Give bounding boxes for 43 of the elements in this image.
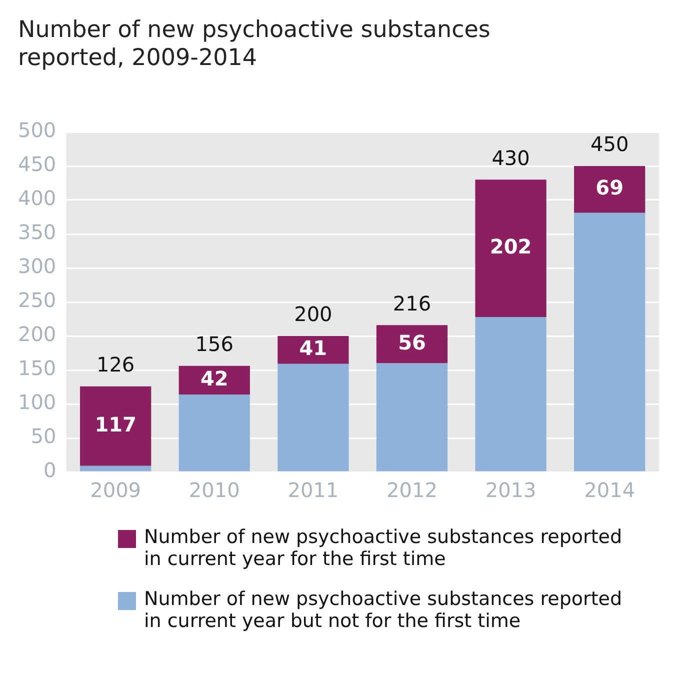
total-label: 126 <box>96 352 135 377</box>
y-tick-label: 500 <box>18 118 56 142</box>
bar <box>475 316 546 472</box>
bar <box>475 180 546 317</box>
y-tick-label: 350 <box>18 220 56 244</box>
bar <box>574 212 646 472</box>
y-tick-label: 100 <box>18 390 56 414</box>
total-label: 430 <box>492 146 530 170</box>
total-label: 200 <box>294 302 332 326</box>
data-label: 117 <box>94 412 136 436</box>
legend-label: Number of new psychoactive substances reported in current year for the first time <box>144 526 624 570</box>
data-label: 56 <box>398 330 426 354</box>
x-tick-label: 2010 <box>188 478 240 502</box>
bar <box>178 394 250 472</box>
data-label: 202 <box>490 234 532 258</box>
total-label: 216 <box>392 291 432 316</box>
y-tick-label: 300 <box>18 254 56 278</box>
x-tick-label: 2013 <box>485 478 536 502</box>
y-tick-label: 150 <box>18 356 56 380</box>
data-label: 69 <box>596 176 624 200</box>
bar <box>376 325 448 364</box>
bar <box>80 466 152 472</box>
x-tick-label: 2014 <box>584 478 636 502</box>
bar <box>376 363 448 472</box>
bar <box>574 166 646 213</box>
chart-title: Number of new psychoactive substances reported, 2009-2014 <box>17 16 492 72</box>
bar <box>278 336 349 364</box>
bar <box>80 386 152 466</box>
x-tick-label: 2012 <box>386 478 438 502</box>
data-label: 42 <box>200 366 228 390</box>
y-tick-label: 200 <box>18 322 56 346</box>
y-tick-label: 50 <box>30 424 56 448</box>
x-tick-label: 2011 <box>288 478 339 502</box>
bar <box>278 364 349 472</box>
y-tick-label: 450 <box>18 152 56 176</box>
y-tick-label: 400 <box>18 186 56 210</box>
x-tick-label: 2009 <box>90 478 142 502</box>
total-label: 450 <box>590 132 629 156</box>
y-tick-label: 0 <box>43 458 56 482</box>
y-tick-label: 250 <box>18 288 56 312</box>
data-label: 41 <box>299 336 328 360</box>
legend-label: Number of new psychoactive substances reported in current year but not for the first time <box>144 588 624 632</box>
total-label: 156 <box>195 332 234 356</box>
